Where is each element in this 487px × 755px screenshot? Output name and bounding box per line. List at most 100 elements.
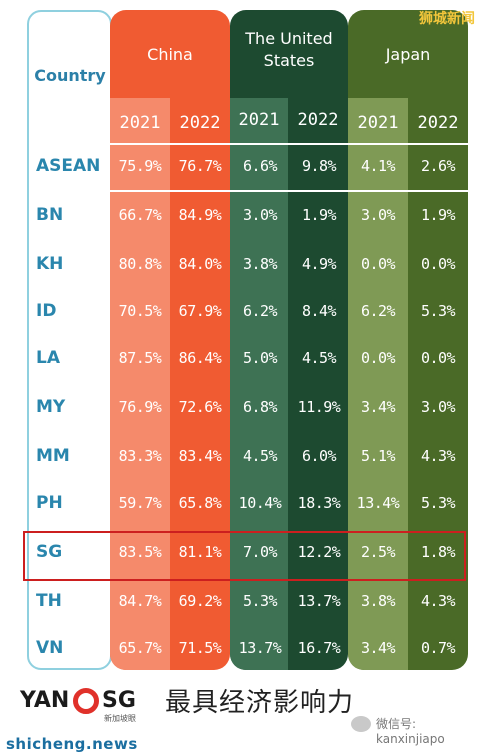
table-cell: 3.4% [360, 639, 396, 657]
country-code: PH [36, 493, 63, 513]
table-cell: 76.9% [118, 398, 162, 416]
logo-subtitle: 新加坡眼 [104, 714, 136, 723]
table-cell: 67.9% [178, 302, 222, 320]
table-cell: 0.0% [420, 255, 456, 273]
table-cell: 4.5% [301, 349, 337, 367]
table-cell: 4.3% [420, 592, 456, 610]
us-2021-column [230, 98, 288, 670]
site-url-text: shicheng.news [6, 735, 138, 753]
table-cell: 13.4% [356, 494, 400, 512]
table-cell: 1.9% [420, 206, 456, 224]
table-cell: 4.9% [301, 255, 337, 273]
group-title-line: Japan [385, 45, 431, 64]
table-cell: 65.8% [178, 494, 222, 512]
table-cell: 83.5% [118, 543, 162, 561]
table-cell: 9.8% [301, 157, 337, 175]
wechat-icon [351, 716, 371, 732]
table-cell: 84.0% [178, 255, 222, 273]
table-cell: 83.4% [178, 447, 222, 465]
table-cell: 2.5% [360, 543, 396, 561]
table-cell: 3.4% [360, 398, 396, 416]
table-cell: 12.2% [297, 543, 341, 561]
country-code: BN [36, 205, 64, 225]
table-cell: 18.3% [297, 494, 341, 512]
table-cell: 1.8% [420, 543, 456, 561]
table-cell: 0.7% [420, 639, 456, 657]
table-cell: 6.2% [242, 302, 278, 320]
table-cell: 16.7% [297, 639, 341, 657]
table-cell: 8.4% [301, 302, 337, 320]
table-cell: 71.5% [178, 639, 222, 657]
table-cell: 4.3% [420, 447, 456, 465]
table-cell: 3.0% [420, 398, 456, 416]
table-cell: 5.1% [360, 447, 396, 465]
year-china-2021: 2021 [119, 113, 161, 133]
country-code: ASEAN [36, 156, 101, 176]
table-cell: 3.0% [360, 206, 396, 224]
table-cell: 5.0% [242, 349, 278, 367]
china-2021-column [110, 98, 170, 670]
country-code: SG [36, 542, 63, 562]
country-code: TH [36, 591, 62, 611]
table-cell: 81.1% [178, 543, 222, 561]
country-code: ID [36, 301, 57, 321]
table-cell: 7.0% [242, 543, 278, 561]
table-cell: 11.9% [297, 398, 341, 416]
group-title-us: The United States [230, 28, 348, 72]
wechat-id-text: 微信号: kanxinjiapo [376, 717, 445, 746]
sg-highlight-box [23, 531, 466, 581]
group-title-japan: Japan [348, 44, 468, 66]
header-divider [110, 143, 468, 145]
table-cell: 84.9% [178, 206, 222, 224]
group-title-line: The United [245, 29, 333, 48]
table-cell: 65.7% [118, 639, 162, 657]
caption-text: 最具经济影响力 [165, 688, 355, 718]
country-code: LA [36, 348, 60, 368]
table-cell: 1.9% [301, 206, 337, 224]
table-cell: 80.8% [118, 255, 162, 273]
asean-divider [110, 190, 468, 192]
country-header: Country [34, 66, 106, 85]
table-cell: 3.0% [242, 206, 278, 224]
group-title-china: China [110, 44, 230, 66]
table-cell: 84.7% [118, 592, 162, 610]
table-cell: 69.2% [178, 592, 222, 610]
japan-2021-column [348, 98, 408, 670]
table-cell: 86.4% [178, 349, 222, 367]
country-code: MY [36, 397, 66, 417]
table-cell: 0.0% [360, 349, 396, 367]
table-cell: 6.6% [242, 157, 278, 175]
table-cell: 6.2% [360, 302, 396, 320]
watermark-text: 狮城新闻 [419, 11, 475, 27]
yansg-logo-icon [73, 688, 99, 714]
table-cell: 4.5% [242, 447, 278, 465]
table-cell: 13.7% [297, 592, 341, 610]
year-us-2022: 2022 [297, 110, 339, 130]
table-cell: 5.3% [420, 302, 456, 320]
table-cell: 66.7% [118, 206, 162, 224]
table-cell: 5.3% [242, 592, 278, 610]
table-cell: 59.7% [118, 494, 162, 512]
logo-sg-text: SG [102, 688, 136, 713]
group-title-line: States [263, 51, 315, 70]
table-cell: 6.8% [242, 398, 278, 416]
table-cell: 0.0% [360, 255, 396, 273]
table-cell: 3.8% [360, 592, 396, 610]
table-cell: 2.6% [420, 157, 456, 175]
country-code: KH [36, 254, 64, 274]
table-cell: 5.3% [420, 494, 456, 512]
logo-yan-text: YAN [20, 688, 70, 713]
year-japan-2022: 2022 [417, 113, 459, 133]
table-cell: 6.0% [301, 447, 337, 465]
table-cell: 10.4% [238, 494, 282, 512]
group-title-line: China [147, 45, 193, 64]
table-cell: 4.1% [360, 157, 396, 175]
country-column-panel [27, 10, 112, 670]
table-cell: 75.9% [118, 157, 162, 175]
table-cell: 87.5% [118, 349, 162, 367]
table-cell: 13.7% [238, 639, 282, 657]
country-code: VN [36, 638, 64, 658]
country-code: MM [36, 446, 70, 466]
year-us-2021: 2021 [238, 110, 280, 130]
table-cell: 0.0% [420, 349, 456, 367]
